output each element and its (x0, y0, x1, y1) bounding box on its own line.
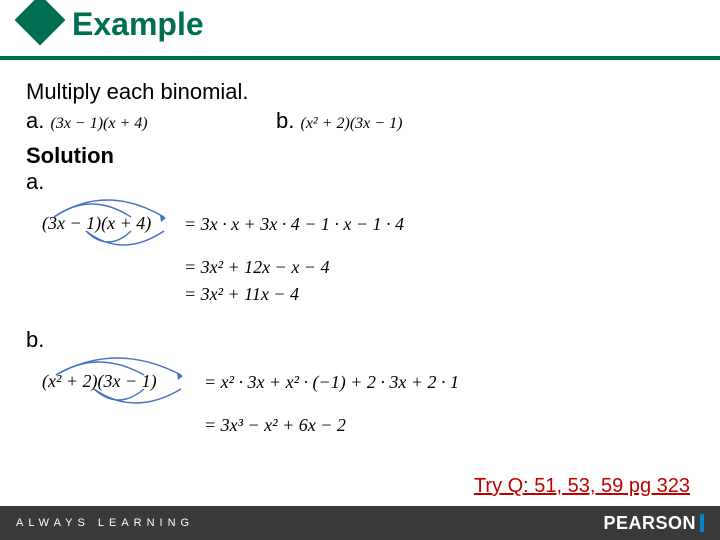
solution-b-step1: = x² · 3x + x² · (−1) + 2 · 3x + 2 · 1 (204, 372, 459, 393)
solution-a-step1: = 3x · x + 3x · 4 − 1 · x − 1 · 4 (184, 214, 404, 235)
solution-b-lhs: (x² + 2)(3x − 1) (42, 371, 157, 392)
slide-content: Multiply each binomial. a. (3x − 1)(x + … (0, 60, 720, 436)
prompt-text: Multiply each binomial. (26, 78, 694, 107)
solution-b-label: b. (26, 327, 694, 353)
pearson-bar-icon (700, 514, 704, 532)
part-a-expression: (3x − 1)(x + 4) (50, 115, 147, 132)
solution-heading: Solution (26, 143, 694, 169)
solution-b-work: (x² + 2)(3x − 1) = x² · 3x + x² · (−1) +… (36, 355, 694, 436)
pearson-text: PEARSON (603, 513, 696, 534)
solution-a-work: (3x − 1)(x + 4) = 3x · x + 3x · 4 − 1 · … (36, 197, 694, 305)
slide-header: Example (0, 0, 720, 60)
try-reference: Try Q: 51, 53, 59 pg 323 (474, 475, 690, 498)
solution-a-lhs: (3x − 1)(x + 4) (42, 213, 151, 234)
solution-a-step3: = 3x² + 11x − 4 (184, 284, 694, 305)
solution-a-label: a. (26, 169, 694, 195)
footer-tagline: ALWAYS LEARNING (16, 517, 194, 529)
header-rule (0, 56, 720, 60)
solution-a-step2: = 3x² + 12x − x − 4 (184, 257, 694, 278)
slide-title: Example (72, 6, 204, 43)
part-b-label: b. (276, 107, 294, 136)
pearson-logo: PEARSON (603, 513, 704, 534)
foil-diagram-b: (x² + 2)(3x − 1) (36, 355, 196, 409)
part-a-label: a. (26, 107, 44, 136)
solution-b-step2: = 3x³ − x² + 6x − 2 (204, 415, 694, 436)
part-b-expression: (x² + 2)(3x − 1) (300, 115, 402, 132)
foil-diagram-a: (3x − 1)(x + 4) (36, 197, 176, 251)
slide-footer: ALWAYS LEARNING PEARSON (0, 506, 720, 540)
problem-prompt: Multiply each binomial. a. (3x − 1)(x + … (26, 78, 694, 135)
diamond-icon (15, 0, 66, 45)
